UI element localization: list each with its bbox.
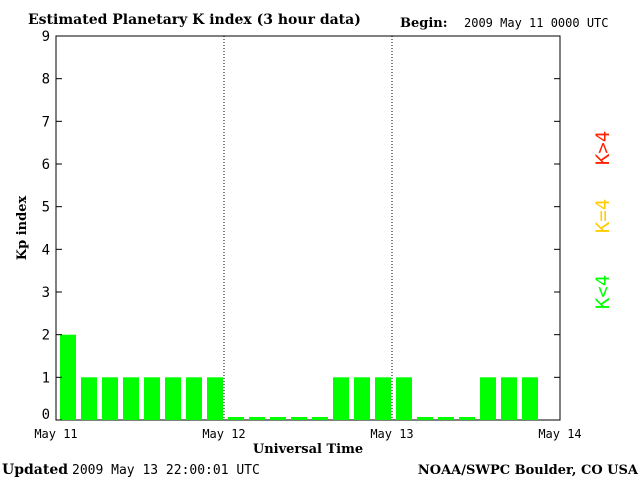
kp-bar	[312, 417, 328, 420]
kp-bar	[81, 377, 97, 420]
day-dividers	[223, 36, 393, 420]
kp-bar	[459, 417, 475, 420]
kp-bar	[249, 417, 265, 420]
bars-group	[60, 334, 538, 420]
y-tick-label: 9	[42, 29, 50, 45]
y-tick-label: 2	[42, 328, 50, 344]
x-axis-label: Universal Time	[253, 442, 363, 457]
kp-bar	[123, 377, 139, 420]
x-axis: May 11 May 12 May 13 May 14	[34, 427, 581, 441]
kp-bar	[522, 377, 538, 420]
y-tick-label: 8	[42, 72, 50, 88]
begin-value: 2009 May 11 0000 UTC	[464, 16, 609, 30]
kp-bar	[207, 377, 223, 420]
plot-frame	[55, 35, 561, 421]
updated-value: 2009 May 13 22:00:01 UTC	[72, 463, 260, 478]
source-credit: NOAA/SWPC Boulder, CO USA	[418, 463, 639, 478]
x-tick-label: May 12	[202, 427, 245, 441]
chart-title: Estimated Planetary K index (3 hour data…	[28, 12, 361, 28]
kp-bar	[270, 417, 286, 420]
updated-label: Updated	[2, 462, 68, 478]
legend-k-equal-4: K=4	[592, 199, 614, 233]
x-tick-label: May 14	[538, 427, 581, 441]
kp-bar	[438, 417, 454, 420]
y-tick-label: 6	[42, 157, 50, 173]
kp-bar	[102, 377, 118, 420]
x-tick-label: May 13	[370, 427, 413, 441]
kp-bar	[354, 377, 370, 420]
kp-bar	[417, 417, 433, 420]
kp-bar	[480, 377, 496, 420]
y-axis-label: Kp index	[15, 196, 30, 261]
kp-bar	[228, 417, 244, 420]
kp-bar	[60, 334, 76, 420]
kp-bar	[333, 377, 349, 420]
kp-bar	[396, 377, 412, 420]
y-tick-label: 0	[42, 407, 50, 423]
x-tick-label: May 11	[34, 427, 77, 441]
kp-bar	[291, 417, 307, 420]
y-axis: 0 1 2 3 4 5 6 7 8 9	[42, 29, 560, 423]
kp-bar	[165, 377, 181, 420]
y-tick-label: 3	[42, 285, 50, 301]
kp-bar	[144, 377, 160, 420]
kp-bar	[501, 377, 517, 420]
legend-k-below-4: K<4	[592, 275, 614, 309]
y-tick-label: 5	[42, 200, 50, 216]
kp-bar	[375, 377, 391, 420]
y-tick-label: 1	[42, 370, 50, 386]
y-tick-label: 4	[42, 242, 50, 258]
kp-bar	[186, 377, 202, 420]
y-tick-label: 7	[42, 114, 50, 130]
begin-label: Begin:	[400, 16, 448, 31]
legend-k-above-4: K>4	[592, 131, 614, 165]
